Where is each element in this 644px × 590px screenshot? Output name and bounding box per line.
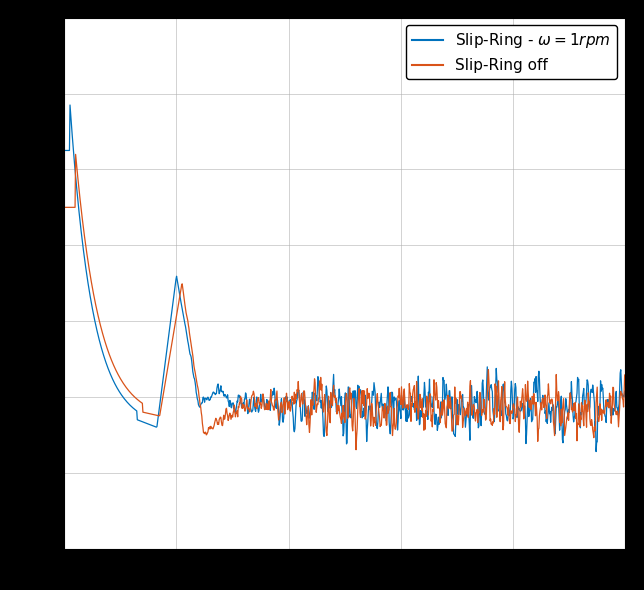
Slip-Ring - $\omega = 1rpm$ [66,101,74,109]
Slip-Ring - $\omega = 1rpm$ [61,147,68,154]
Slip-Ring - $\omega = 1rpm$ [288,401,296,408]
Line: Slip-Ring off: Slip-Ring off [64,155,625,450]
Slip-Ring off [446,394,454,401]
Legend: Slip-Ring - $\omega = 1rpm$, Slip-Ring off: Slip-Ring - $\omega = 1rpm$, Slip-Ring o… [406,25,617,79]
Slip-Ring off [118,378,126,385]
Slip-Ring - $\omega = 1rpm$ [592,448,600,455]
Slip-Ring - $\omega = 1rpm$ [498,412,506,419]
Slip-Ring off [498,412,506,419]
Slip-Ring off [352,446,360,453]
Slip-Ring off [61,204,68,211]
Slip-Ring - $\omega = 1rpm$ [118,392,126,399]
Slip-Ring off [509,409,516,416]
Slip-Ring off [71,151,79,158]
Line: Slip-Ring - $\omega = 1rpm$: Slip-Ring - $\omega = 1rpm$ [64,105,625,451]
Slip-Ring - $\omega = 1rpm$ [308,398,316,405]
Slip-Ring - $\omega = 1rpm$ [446,387,453,394]
Slip-Ring off [288,399,296,406]
Slip-Ring off [621,372,629,379]
Slip-Ring - $\omega = 1rpm$ [621,388,629,395]
Slip-Ring - $\omega = 1rpm$ [508,385,516,392]
Slip-Ring off [308,411,316,418]
